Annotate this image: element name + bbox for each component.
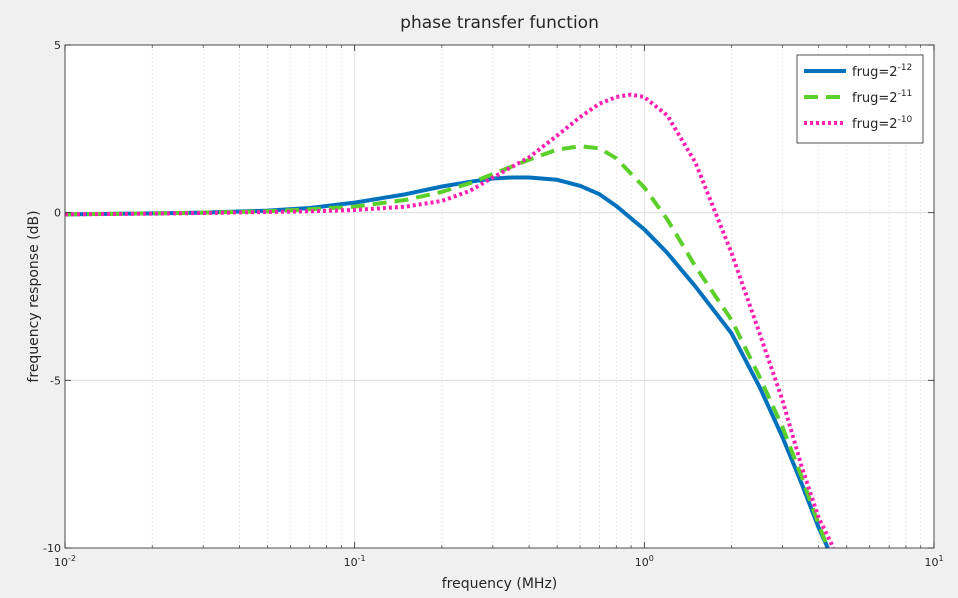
legend-label-1: frug=2-12 [852,63,912,80]
series-line-2 [64,144,830,549]
y-tick-label: -5 [50,374,61,387]
x-tick-label: 101 [924,554,943,569]
y-tick-label: 5 [54,39,61,52]
x-tick-label: 10-1 [344,554,366,569]
y-tick-label: 0 [54,207,61,220]
y-tick-label: -10 [43,542,61,555]
series-layer [64,92,836,549]
legend: frug=2-12 frug=2-11 frug=2-10 [796,54,924,144]
ticks: 10-2 10-1 100 101 5 0 -5 -10 [43,39,944,569]
plot-area [65,45,934,548]
chart-title: phase transfer function [400,13,599,33]
x-tick-label: 100 [635,554,654,569]
x-axis-label: frequency (MHz) [442,576,558,592]
y-axis-label: frequency response (dB) [26,210,42,382]
legend-label-2: frug=2-11 [852,89,912,106]
x-tick-label: 10-2 [54,554,76,569]
plot-frame [64,44,935,549]
legend-label-3: frug=2-10 [852,115,913,132]
series-line-3 [64,92,836,549]
